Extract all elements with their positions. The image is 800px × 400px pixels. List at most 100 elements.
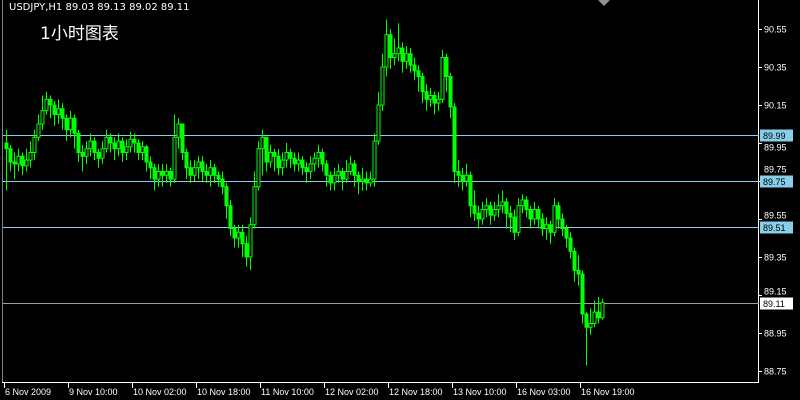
candle xyxy=(152,163,157,191)
bull-candle-body xyxy=(372,140,377,180)
bull-candle-body xyxy=(164,171,169,176)
bull-candle-body xyxy=(116,140,121,150)
bear-candle-body xyxy=(4,142,9,150)
candle xyxy=(176,118,181,149)
candle xyxy=(8,144,13,172)
candle xyxy=(148,156,153,180)
bull-candle-body xyxy=(128,138,133,148)
candle xyxy=(396,23,401,62)
candle xyxy=(588,308,593,335)
chart-shift-marker-icon[interactable] xyxy=(598,0,610,6)
bull-candle-body xyxy=(392,53,397,59)
candle xyxy=(512,209,517,240)
candle xyxy=(120,137,125,162)
bear-candle-body xyxy=(152,167,157,180)
candle xyxy=(264,136,269,172)
candle xyxy=(576,255,581,286)
candle xyxy=(324,160,329,187)
bull-candle-body xyxy=(100,148,105,159)
bear-candle-body xyxy=(300,159,305,169)
candle xyxy=(372,133,377,187)
candle xyxy=(12,152,17,180)
candle xyxy=(56,99,61,124)
candle xyxy=(260,129,265,176)
bull-candle-body xyxy=(544,224,549,229)
candle xyxy=(256,141,261,191)
bull-candle-body xyxy=(176,123,181,138)
candle xyxy=(156,163,161,187)
candle xyxy=(568,232,573,259)
x-tick-label: 9 Nov 10:00 xyxy=(69,387,118,397)
candle xyxy=(108,133,113,153)
candle xyxy=(268,144,273,168)
candle xyxy=(528,205,533,229)
bull-candle-body xyxy=(492,209,497,216)
candle xyxy=(468,171,473,218)
candle xyxy=(52,101,57,126)
candle xyxy=(384,19,389,77)
bear-candle-body xyxy=(580,273,585,315)
candle xyxy=(248,217,253,271)
bear-candle-body xyxy=(560,218,565,229)
bull-candle-body xyxy=(344,171,349,180)
candle xyxy=(544,217,549,240)
bull-candle-body xyxy=(368,178,373,184)
bull-candle-body xyxy=(84,148,89,157)
candle xyxy=(436,91,441,111)
bear-candle-body xyxy=(220,178,225,188)
chart-caption: 1小时图表 xyxy=(40,24,119,44)
candle xyxy=(444,53,449,92)
candle xyxy=(188,160,193,183)
candle xyxy=(48,95,53,119)
candle xyxy=(104,129,109,153)
candle xyxy=(540,213,545,237)
bull-candle-body xyxy=(208,167,213,176)
bull-candle-body xyxy=(260,136,265,150)
bear-candle-body xyxy=(356,174,361,182)
bull-candle-body xyxy=(172,136,177,180)
candle xyxy=(440,49,445,104)
candle xyxy=(368,171,373,187)
bull-candle-body xyxy=(436,98,441,104)
bull-candle-body xyxy=(236,231,241,239)
candle xyxy=(308,156,313,180)
bear-candle-body xyxy=(324,163,329,176)
bear-candle-body xyxy=(64,117,69,131)
candle xyxy=(592,300,597,328)
y-tick-label: 88.95 xyxy=(764,329,787,339)
candle xyxy=(28,141,33,168)
candle xyxy=(456,160,461,187)
bull-candle-body xyxy=(480,209,485,220)
bear-candle-body xyxy=(276,155,281,169)
price-label: 89.99 xyxy=(763,131,786,141)
bull-candle-body xyxy=(296,159,301,165)
candle xyxy=(252,171,257,229)
bull-candle-body xyxy=(588,323,593,328)
bull-candle-body xyxy=(336,171,341,176)
bear-candle-body xyxy=(200,161,205,172)
bear-candle-body xyxy=(216,174,221,180)
y-tick-label: 90.35 xyxy=(764,63,787,73)
bear-candle-body xyxy=(224,186,229,207)
candle xyxy=(452,103,457,183)
bear-candle-body xyxy=(188,167,193,176)
bull-candle-body xyxy=(196,161,201,169)
candle xyxy=(76,129,81,162)
bull-candle-body xyxy=(44,98,49,112)
candle xyxy=(496,194,501,218)
candle xyxy=(524,196,529,218)
bull-candle-body xyxy=(16,155,21,165)
candle xyxy=(584,312,589,366)
bull-candle-body xyxy=(440,57,445,100)
candle xyxy=(416,65,421,92)
bull-candle-body xyxy=(88,140,93,150)
bear-candle-body xyxy=(488,205,493,216)
x-tick-label: 11 Nov 10:00 xyxy=(261,387,314,397)
bear-candle-body xyxy=(584,313,589,328)
bull-candle-body xyxy=(284,152,289,161)
bear-candle-body xyxy=(476,212,481,220)
bear-candle-body xyxy=(60,108,65,119)
bear-candle-body xyxy=(212,167,217,176)
